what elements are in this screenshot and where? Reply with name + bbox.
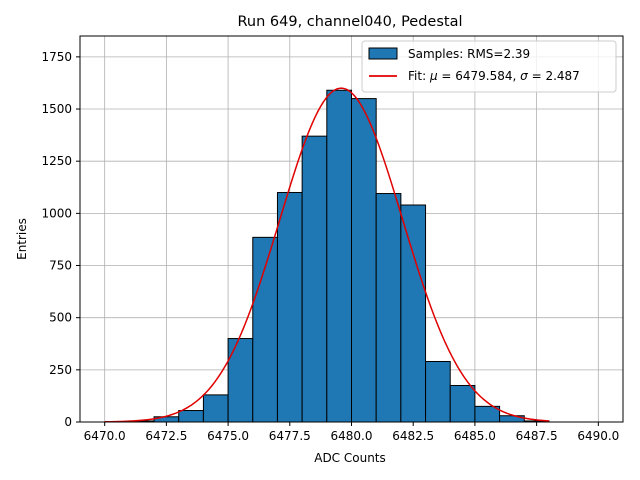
x-tick-label: 6490.0 (577, 429, 619, 443)
legend-samples-label: Samples: RMS=2.39 (408, 47, 530, 61)
chart-title: Run 649, channel040, Pedestal (237, 14, 462, 30)
y-tick-label: 1500 (41, 102, 72, 116)
histogram-bar (202, 394, 229, 423)
histogram-bar (301, 135, 328, 423)
x-tick-label: 6470.0 (84, 429, 126, 443)
legend-fit-label: Fit: μ = 6479.584, σ = 2.487 (408, 69, 580, 83)
y-tick-label: 500 (49, 311, 72, 325)
x-tick-label: 6485.0 (454, 429, 496, 443)
histogram-bar (326, 89, 352, 423)
gaussian-fit-curve (104, 87, 549, 423)
histogram-bar (351, 98, 377, 423)
legend-samples-patch (368, 47, 398, 60)
y-tick-label: 1750 (41, 50, 72, 64)
y-axis-label: Entries (15, 218, 29, 260)
x-tick-label: 6475.0 (207, 429, 249, 443)
x-axis-label: ADC Counts (314, 451, 386, 465)
legend-fit-mu-symbol: μ (429, 69, 438, 83)
legend-box (361, 40, 617, 93)
histogram-bar (425, 360, 451, 423)
histogram-bar (449, 384, 476, 423)
legend-fit-mu-value: = 6479.584, (438, 69, 521, 83)
y-tick-label: 1000 (41, 206, 72, 220)
histogram-bar (227, 338, 254, 423)
y-axis-ticks: 0 250 500 750 1000 1250 1500 1750 (41, 50, 80, 429)
x-tick-label: 6482.5 (392, 429, 434, 443)
histogram-bar (276, 191, 303, 423)
legend-fit-prefix: Fit: (408, 69, 430, 83)
legend-fit-sigma-symbol: σ (520, 69, 528, 83)
x-tick-label: 6472.5 (145, 429, 187, 443)
y-tick-label: 750 (49, 259, 72, 273)
y-tick-label: 1250 (41, 154, 72, 168)
histogram-bar (178, 410, 204, 423)
y-tick-label: 250 (49, 363, 72, 377)
x-axis-ticks: 6470.0 6472.5 6475.0 6477.5 6480.0 6482.5 6485… (84, 422, 619, 443)
histogram-bar (375, 193, 402, 423)
legend-fit-sigma-value: = 2.487 (528, 69, 580, 83)
histogram-bar (400, 204, 427, 423)
x-tick-label: 6480.0 (331, 429, 373, 443)
histogram-bars (128, 89, 550, 423)
legend: Samples: RMS=2.39 Fit: μ = 6479.584, σ =… (361, 40, 617, 93)
y-tick-label: 0 (64, 415, 72, 429)
x-tick-label: 6487.5 (516, 429, 558, 443)
x-tick-label: 6477.5 (269, 429, 311, 443)
